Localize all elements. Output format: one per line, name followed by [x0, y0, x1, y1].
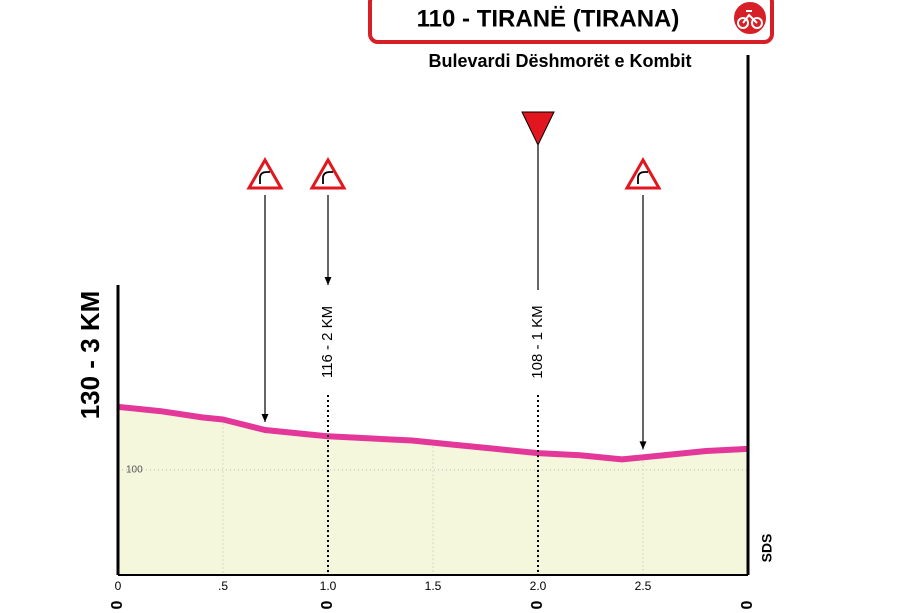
- curve-icon: [259, 171, 270, 184]
- finish-subtitle: Bulevardi Dëshmorët e Kombit: [428, 51, 691, 71]
- km-label: 0: [739, 600, 756, 609]
- arrow-head: [639, 441, 647, 450]
- warning-triangle: [624, 156, 662, 190]
- km-label: 0: [109, 600, 126, 609]
- arrow-head: [261, 414, 269, 422]
- km-label: 0: [319, 600, 336, 609]
- source-label: SDS: [759, 534, 775, 563]
- x-tick-label: 2.0: [530, 579, 547, 593]
- km-label: 0: [529, 600, 546, 609]
- km-label: 108 - 1 KM: [529, 305, 546, 378]
- finish-box: [368, 0, 774, 44]
- arrow-head: [324, 277, 332, 285]
- bike-icon: [732, 0, 768, 36]
- y-tick-label: 100: [126, 465, 143, 476]
- flamme-rouge: [521, 111, 555, 147]
- x-tick-label: 1.0: [320, 579, 337, 593]
- x-tick-label: 0: [115, 579, 122, 593]
- x-tick-label: 1.5: [425, 579, 442, 593]
- hazard-sign: [309, 156, 347, 285]
- curve-icon: [637, 171, 648, 184]
- start-label: 130 - 3 KM: [75, 291, 105, 420]
- elevation-line: [117, 403, 749, 463]
- warning-triangle: [309, 156, 347, 190]
- x-tick-label: 2.5: [635, 579, 652, 593]
- hazard-sign: [246, 156, 284, 422]
- finish-title: 110 - TIRANË (TIRANA): [417, 5, 680, 32]
- x-tick-label: .5: [218, 579, 228, 593]
- hazard-sign: [624, 156, 662, 450]
- km-label: 116 - 2 KM: [319, 306, 336, 378]
- curve-icon: [322, 171, 333, 184]
- warning-triangle: [246, 156, 284, 190]
